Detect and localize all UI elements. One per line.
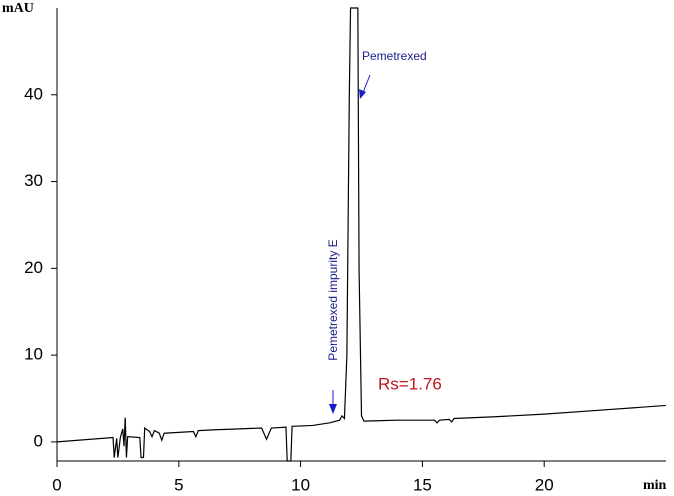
arrow-head (359, 89, 366, 99)
arrow-head (329, 404, 337, 414)
x-tick-label: 15 (413, 475, 432, 494)
y-tick-label: 20 (24, 258, 43, 277)
y-tick-label: 30 (24, 171, 43, 190)
peak-label: Pemetrexed (362, 49, 427, 63)
y-tick-label: 10 (24, 345, 43, 364)
x-tick-label: 10 (291, 475, 310, 494)
x-axis-label: min (643, 478, 667, 493)
y-axis-label: mAU (2, 1, 34, 16)
x-tick-label: 5 (174, 475, 183, 494)
x-tick-label: 0 (52, 475, 61, 494)
resolution-label: Rs=1.76 (378, 374, 442, 393)
y-tick-label: 0 (34, 431, 43, 450)
x-tick-label: 20 (535, 475, 554, 494)
y-tick-label: 40 (24, 84, 43, 103)
impurity-label: Pemetrexed impurity E (326, 239, 340, 360)
chromatogram-line (56, 7, 667, 462)
